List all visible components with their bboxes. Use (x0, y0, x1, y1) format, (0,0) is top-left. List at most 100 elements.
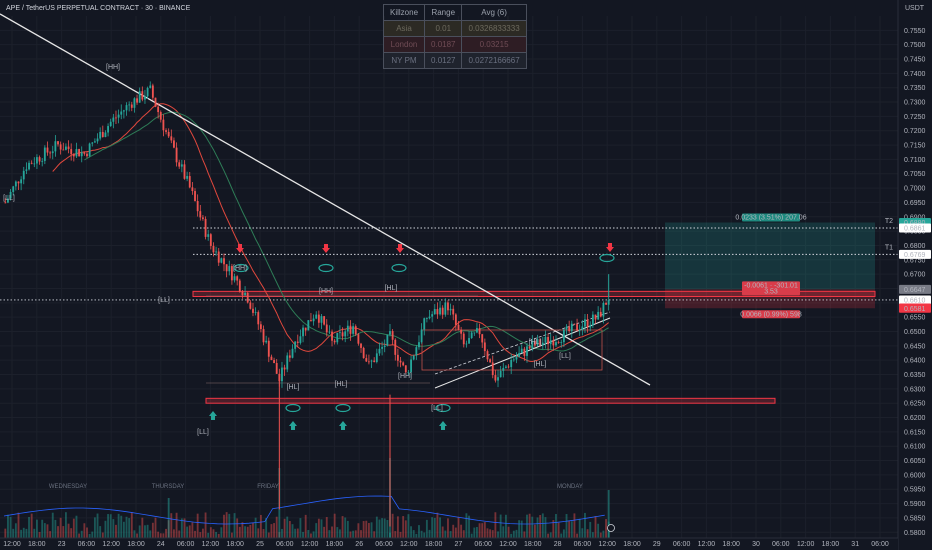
swing-label: [HH] (233, 265, 247, 272)
swing-label: [HL] (335, 381, 348, 388)
volume-bar (576, 533, 578, 538)
x-tick-label: 06:00 (375, 541, 393, 548)
volume-bar (162, 533, 165, 538)
volume-bar (96, 513, 99, 538)
candle-body (491, 362, 494, 376)
killzone-range: 0.01 (424, 20, 463, 37)
volume-bar (125, 516, 128, 538)
candle-body (91, 142, 94, 144)
x-tick-label: 18:00 (722, 541, 740, 548)
candle-body (439, 307, 441, 315)
volume-bar (12, 528, 15, 538)
volume-bar (138, 525, 141, 538)
candle-body (104, 132, 107, 138)
volume-bar (109, 514, 112, 538)
volume-bar (28, 516, 30, 538)
candle-body (157, 106, 160, 113)
volume-bar (228, 513, 231, 538)
price-tag-bg (899, 223, 931, 233)
candle-body (244, 292, 247, 296)
volume-bar (107, 514, 109, 538)
y-tick-label: 0.7000 (904, 186, 926, 193)
candle-body (302, 327, 304, 337)
highlight-circle (599, 253, 615, 263)
volume-bar (555, 514, 557, 538)
candle-body (481, 334, 484, 343)
x-tick-label: 12:00 (499, 541, 517, 548)
candle-body (589, 325, 592, 328)
candle-body (130, 104, 133, 108)
volume-bar (170, 513, 173, 538)
candle-body (449, 308, 452, 311)
zones-layer (192, 290, 876, 404)
x-tick-label: 12:00 (797, 541, 815, 548)
candle-body (365, 358, 368, 362)
candle-body (67, 146, 70, 150)
volume-bar (547, 533, 550, 538)
candle-body (188, 176, 191, 188)
y-tick-label: 0.6100 (904, 444, 926, 451)
candle-body (228, 266, 231, 272)
volume-bar (207, 532, 210, 538)
volume-bar (254, 517, 257, 538)
time-axis-bg (0, 538, 898, 550)
volume-bar (391, 513, 394, 538)
candle-body (457, 324, 460, 330)
candle-body (107, 126, 109, 133)
candle-body (505, 366, 507, 368)
volume-bar (489, 529, 492, 538)
symbol-title: APE / TetherUS PERPETUAL CONTRACT · 30 ·… (6, 5, 191, 12)
swing-label: [LL] (559, 353, 571, 360)
candle-body (278, 373, 281, 382)
y-tick-label: 0.5900 (904, 501, 926, 508)
candle-body (410, 359, 412, 373)
volume-bar (510, 533, 513, 538)
up-arrow-icon (289, 421, 297, 430)
candle-body (402, 362, 405, 366)
volume-bar (410, 526, 412, 538)
candle-body (46, 147, 49, 153)
volume-bar (549, 532, 552, 538)
candle-body (576, 324, 578, 331)
candle-body (441, 307, 444, 315)
killzone-row-nypm: NY PM 0.0127 0.0272166667 (382, 52, 527, 69)
candle-body (431, 314, 434, 317)
volume-bar (17, 512, 20, 538)
channel-midline (434, 311, 611, 375)
highlight-circle (335, 403, 351, 413)
volume-bar (233, 513, 236, 538)
candle-body (62, 149, 65, 151)
candle-body (12, 186, 15, 192)
candle-body (233, 276, 236, 281)
volume-bar (188, 525, 191, 538)
candle-body (420, 329, 423, 343)
volume-bar (307, 529, 310, 538)
event-icon (607, 524, 615, 532)
candle-body (307, 320, 310, 331)
y-tick-label: 0.6550 (904, 315, 926, 322)
currency-label: USDT (905, 5, 925, 12)
volume-bar (352, 530, 355, 538)
candle-body (317, 314, 320, 323)
y-tick-label: 0.6250 (904, 401, 926, 408)
candle-body (122, 110, 125, 112)
volume-bar (444, 530, 447, 538)
candle-body (352, 326, 355, 334)
volume-bar (520, 520, 523, 538)
candle-body (489, 359, 492, 363)
candle-body (223, 258, 225, 265)
profit-zone (665, 222, 875, 290)
volume-bar (328, 530, 331, 538)
volume-bar (399, 531, 402, 538)
candle-body (88, 143, 91, 157)
volume-average-line (3, 495, 605, 525)
candle-body (57, 141, 59, 145)
volume-bar (273, 523, 275, 538)
x-tick-label: 12:00 (598, 541, 616, 548)
x-tick-label: 06:00 (474, 541, 492, 548)
candle-body (526, 346, 528, 356)
candle-body (86, 153, 88, 157)
candle-body (578, 330, 581, 331)
volume-bar (431, 517, 434, 538)
